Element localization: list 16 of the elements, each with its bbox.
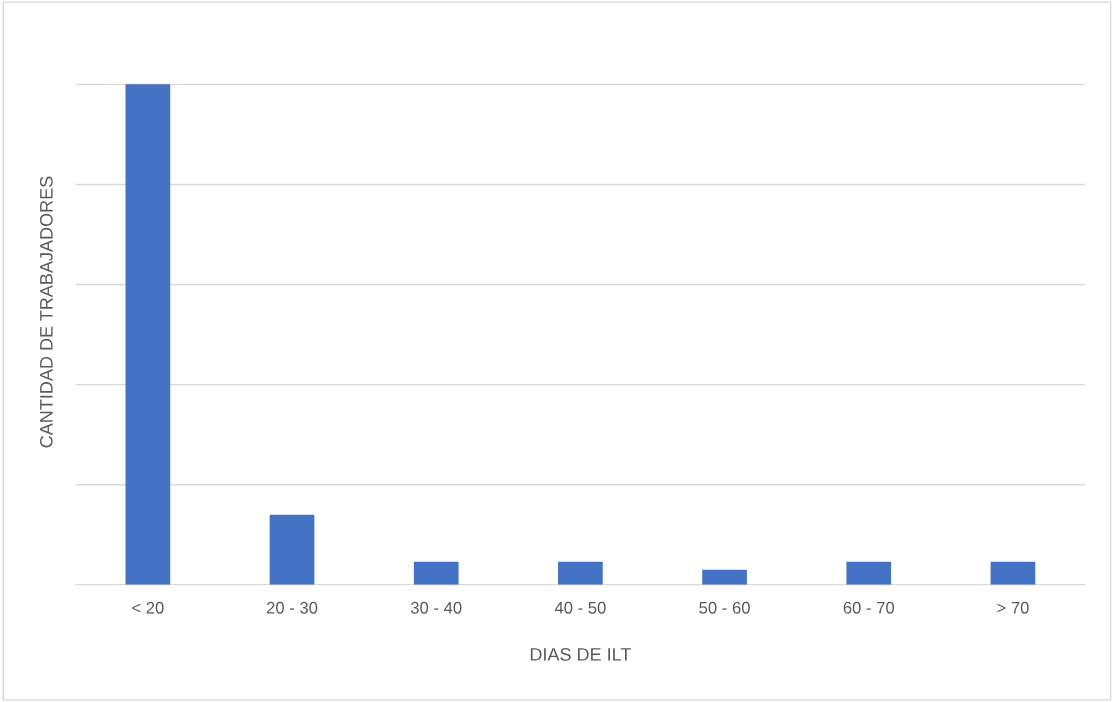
bar — [125, 84, 171, 585]
x-axis-title: DIAS DE ILT — [530, 648, 631, 661]
x-tick-label: 60 - 70 — [843, 601, 895, 614]
bar — [702, 569, 747, 585]
x-tick-label: 30 - 40 — [410, 601, 462, 614]
y-axis-title: CANTIDAD DE TRABAJADORES — [39, 176, 53, 448]
x-tick-label: < 20 — [132, 601, 164, 614]
x-tick-label: 20 - 30 — [266, 601, 318, 614]
bar — [413, 561, 459, 585]
x-tick-label: 40 - 50 — [554, 601, 606, 614]
bar — [846, 561, 892, 585]
bar — [558, 561, 603, 585]
x-tick-label: 50 - 60 — [699, 601, 750, 614]
bar — [990, 561, 1036, 585]
bar — [269, 514, 315, 585]
x-tick-label: > 70 — [997, 601, 1029, 614]
